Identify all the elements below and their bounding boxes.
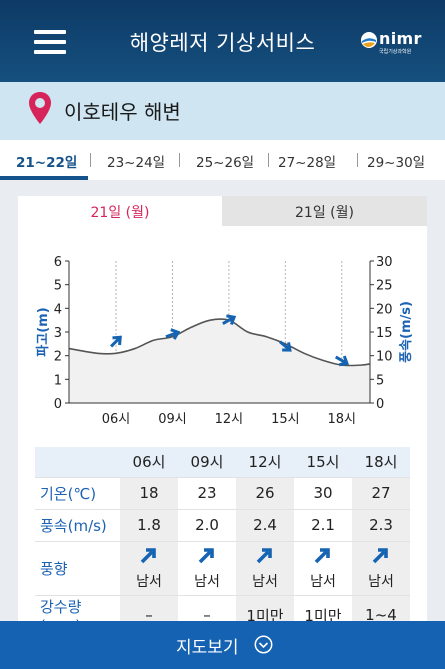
row-label-temperature: 기온(℃) (35, 477, 120, 510)
right-tick-label: 30 (376, 255, 393, 270)
left-tick-label: 3 (54, 326, 62, 341)
table-cell: 남서 (352, 541, 410, 596)
wind-direction-arrow-icon (314, 548, 330, 564)
left-tick-label: 1 (54, 373, 62, 388)
chevron-down-circle-icon (254, 635, 273, 654)
table-cell: 2.4 (236, 509, 294, 542)
right-tick-label: 20 (376, 302, 393, 317)
left-tick-label: 6 (54, 255, 62, 270)
day-tab-active[interactable]: 21일 (월) (18, 196, 222, 226)
right-tick-label: 15 (376, 326, 393, 341)
tab-separator (268, 153, 269, 167)
table-cell: 남서 (294, 541, 352, 596)
row-label-wind-speed: 풍속(m/s) (35, 509, 120, 542)
right-tick-label: 0 (376, 397, 384, 412)
map-view-label: 지도보기 (176, 638, 239, 658)
table-header-empty (35, 447, 120, 478)
wind-arrow-icon (222, 314, 237, 326)
nimr-logo: nimr 국립기상과학원 (360, 27, 422, 57)
active-tab-indicator (0, 176, 88, 180)
wind-direction-text: 남서 (310, 574, 336, 590)
tab-25-26[interactable]: 25~26일 (196, 155, 255, 171)
tab-separator (357, 153, 358, 167)
map-view-button[interactable]: 지도보기 (0, 621, 445, 669)
table-cell: 2.0 (178, 509, 236, 542)
map-pin-icon (29, 92, 51, 124)
table-cell: 2.1 (294, 509, 352, 542)
header-bar: 해양레저 기상서비스 nimr 국립기상과학원 (0, 0, 445, 82)
wind-direction-text: 남서 (252, 574, 278, 590)
table-header-row: 06시 09시 12시 15시 18시 (35, 447, 410, 478)
day-tab-inactive-label: 21일 (월) (295, 205, 354, 221)
day-tab-active-label: 21일 (월) (90, 205, 150, 221)
tab-21-22[interactable]: 21~22일 (16, 155, 78, 171)
table-header-cell: 12시 (236, 447, 294, 478)
table-cell: 23 (178, 477, 236, 510)
wind-direction-arrow-icon (140, 548, 156, 564)
wind-arrow-icon (334, 355, 350, 367)
tab-29-30[interactable]: 29~30일 (367, 155, 426, 171)
table-cell: 27 (352, 477, 410, 510)
right-axis-label: 풍속(m/s) (399, 301, 414, 363)
wind-direction-text: 남서 (194, 574, 220, 590)
wind-arrows (110, 314, 350, 367)
left-tick-label: 4 (54, 302, 62, 317)
location-name: 이호테우 해변 (64, 100, 181, 124)
day-tab-inactive[interactable]: 21일 (월) (222, 196, 427, 226)
table-cell: 남서 (120, 541, 178, 596)
nimr-logo-icon (361, 32, 377, 48)
table-header-cell: 06시 (120, 447, 178, 478)
right-tick-label: 5 (376, 373, 384, 388)
tab-separator (90, 153, 91, 167)
table-header-cell: 18시 (352, 447, 410, 478)
left-tick-label: 2 (54, 350, 62, 365)
x-tick-label: 09시 (158, 412, 187, 427)
table-cell: 18 (120, 477, 178, 510)
left-axis-label: 파고(m) (36, 307, 51, 356)
table-header-cell: 09시 (178, 447, 236, 478)
right-tick-label: 10 (376, 350, 393, 365)
table-cell: 1.8 (120, 509, 178, 542)
tab-27-28[interactable]: 27~28일 (278, 155, 337, 171)
wind-direction-text: 남서 (368, 574, 394, 590)
wind-direction-arrow-icon (198, 548, 214, 564)
wind-direction-text: 남서 (136, 574, 162, 590)
tab-separator (179, 153, 180, 167)
x-tick-label: 12시 (215, 412, 244, 427)
wind-arrow-icon (110, 335, 122, 348)
date-tab-bar (0, 140, 445, 180)
table-cell: 30 (294, 477, 352, 510)
table-cell: 남서 (236, 541, 294, 596)
table-header-cell: 15시 (294, 447, 352, 478)
row-label-wind-direction: 풍향 (35, 541, 120, 596)
table-row-wind-direction: 풍향 남서 남서 남서 남서 남서 (35, 541, 410, 596)
chart-ticks: 06시 09시 12시 15시 18시 0 1 2 3 4 5 6 0 5 10 15 20 25 30 (54, 255, 393, 427)
left-tick-label: 5 (54, 279, 62, 294)
table-cell: 남서 (178, 541, 236, 596)
tab-23-24[interactable]: 23~24일 (107, 155, 166, 171)
x-tick-label: 15시 (271, 412, 300, 427)
left-tick-label: 0 (54, 397, 62, 412)
hamburger-menu-icon[interactable] (34, 30, 66, 54)
wind-direction-arrow-icon (372, 548, 388, 564)
logo-subtext: 국립기상과학원 (379, 49, 412, 55)
wave-height-area (69, 318, 370, 403)
x-tick-label: 18시 (328, 412, 357, 427)
right-tick-label: 25 (376, 279, 393, 294)
location-bar (0, 82, 445, 140)
wave-wind-chart: 06시 09시 12시 15시 18시 0 1 2 3 4 5 6 0 5 10 15 20 25 30 파고(m)… (36, 255, 414, 427)
wind-direction-arrow-icon (256, 548, 272, 564)
table-cell: 26 (236, 477, 294, 510)
app-title: 해양레저 기상서비스 (129, 31, 316, 55)
wind-arrow-icon (279, 340, 292, 352)
logo-text: nimr (379, 29, 422, 48)
table-row-temperature: 기온(℃) 18 23 26 30 27 (35, 477, 410, 510)
forecast-table: 06시 09시 12시 15시 18시 기온(℃) 18 23 26 30 27… (35, 447, 410, 636)
table-row-wind-speed: 풍속(m/s) 1.8 2.0 2.4 2.1 2.3 (35, 509, 410, 542)
wind-arrow-icon (165, 328, 181, 340)
x-tick-label: 06시 (102, 412, 131, 427)
table-cell: 2.3 (352, 509, 410, 542)
